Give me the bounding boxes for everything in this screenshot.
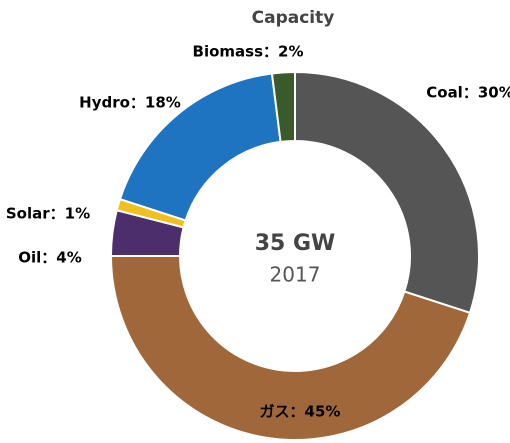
slice-label: Hydro：18%: [79, 94, 181, 112]
chart-title: Capacity: [252, 8, 335, 28]
donut-slice: [294, 70, 480, 315]
slice-label: Solar：1%: [6, 205, 90, 223]
slice-label: Oil：4%: [18, 249, 82, 267]
slice-label: Biomass：2%: [193, 43, 304, 61]
slice-label: Coal：30%: [426, 84, 510, 102]
slice-label: ガス：45%: [260, 403, 341, 421]
center-year: 2017: [270, 263, 321, 287]
donut-slice: [109, 255, 472, 441]
center-value: 35 GW: [255, 231, 336, 256]
donut-slice: [270, 70, 296, 144]
